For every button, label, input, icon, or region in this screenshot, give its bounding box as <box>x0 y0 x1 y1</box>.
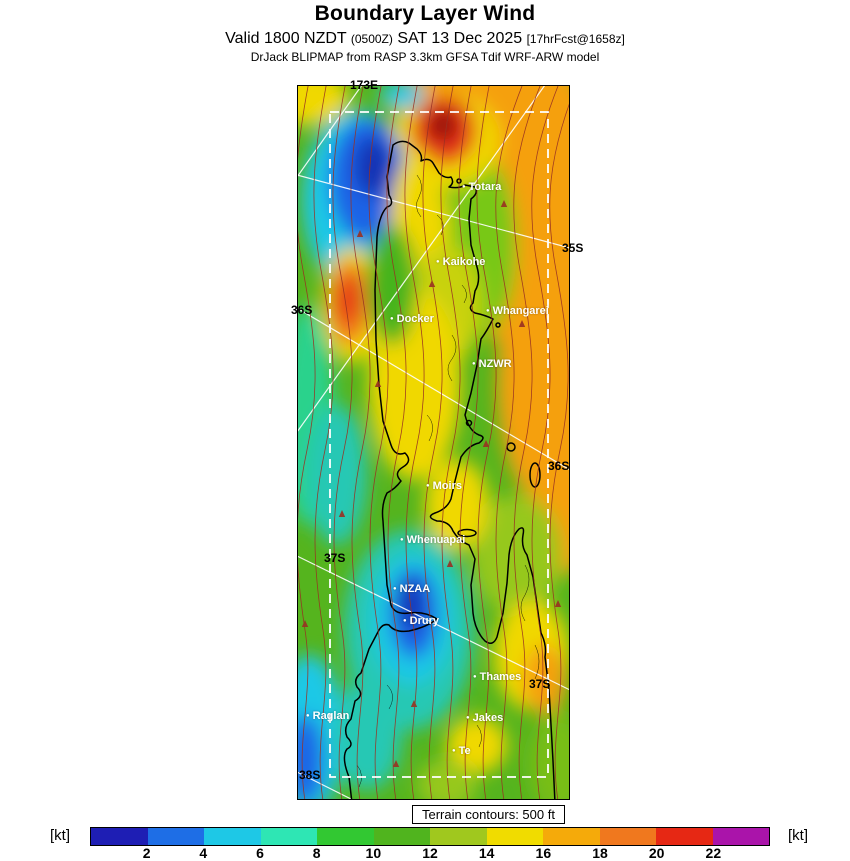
colorbar-tick: 10 <box>365 845 382 861</box>
colorbar-segment <box>260 828 317 845</box>
terrain-contour-note: Terrain contours: 500 ft <box>412 805 565 824</box>
wind-speed-field <box>297 85 570 800</box>
colorbar-segment <box>204 828 261 845</box>
colorbar-tick: 14 <box>478 845 495 861</box>
colorbar-tick: 6 <box>256 845 264 861</box>
colorbar-tick: 2 <box>142 845 151 861</box>
valid-time-line: Valid 1800 NZDT (0500Z) SAT 13 Dec 2025 … <box>0 30 850 48</box>
colorbar-segment <box>486 828 543 845</box>
colorbar-tick: 20 <box>648 845 665 861</box>
colorbar-segment <box>430 828 487 845</box>
streamline-arrows <box>301 200 562 767</box>
valid-time-prefix: Valid 1800 NZDT <box>225 30 351 47</box>
colorbar-tick: 4 <box>199 845 208 861</box>
coastline <box>343 140 556 800</box>
domain-boundary-dashed <box>329 111 549 778</box>
unit-label-left: [kt] <box>50 827 71 844</box>
streamlines <box>297 85 570 800</box>
colorbar-tick: 8 <box>312 845 321 861</box>
valid-time-zulu: (0500Z) <box>350 32 393 46</box>
valid-time-date: SAT 13 Dec 2025 <box>392 30 527 47</box>
colorbar-segment <box>656 828 713 845</box>
colorbar-segment <box>599 828 656 845</box>
header: Boundary Layer Wind Valid 1800 NZDT (050… <box>0 0 850 64</box>
colorbar-segment <box>543 828 600 845</box>
unit-label-right: [kt] <box>788 827 809 844</box>
wind-map-canvas <box>297 85 570 800</box>
colorbar-segment <box>317 828 374 845</box>
colorbar-segment <box>147 828 204 845</box>
model-line: DrJack BLIPMAP from RASP 3.3km GFSA Tdif… <box>250 50 600 64</box>
map-frame <box>297 85 570 800</box>
colorbar-tick: 18 <box>592 845 608 861</box>
page-title: Boundary Layer Wind <box>314 2 536 25</box>
colorbar-segment <box>373 828 430 845</box>
colorbar-tick: 12 <box>422 845 438 861</box>
colorbar-ticks: 2 4 6 8 10 12 14 16 18 20 22 <box>90 845 770 861</box>
colorbar <box>90 827 770 846</box>
colorbar-segment <box>91 828 148 845</box>
colorbar-tick: 16 <box>535 845 552 861</box>
colorbar-segment <box>712 828 769 845</box>
terrain-contour-lines <box>356 174 540 788</box>
forecast-hour: [17hrFcst@1658z] <box>526 32 625 46</box>
wind-map <box>297 85 570 800</box>
islands <box>456 178 541 538</box>
colorbar-tick: 22 <box>705 845 722 861</box>
